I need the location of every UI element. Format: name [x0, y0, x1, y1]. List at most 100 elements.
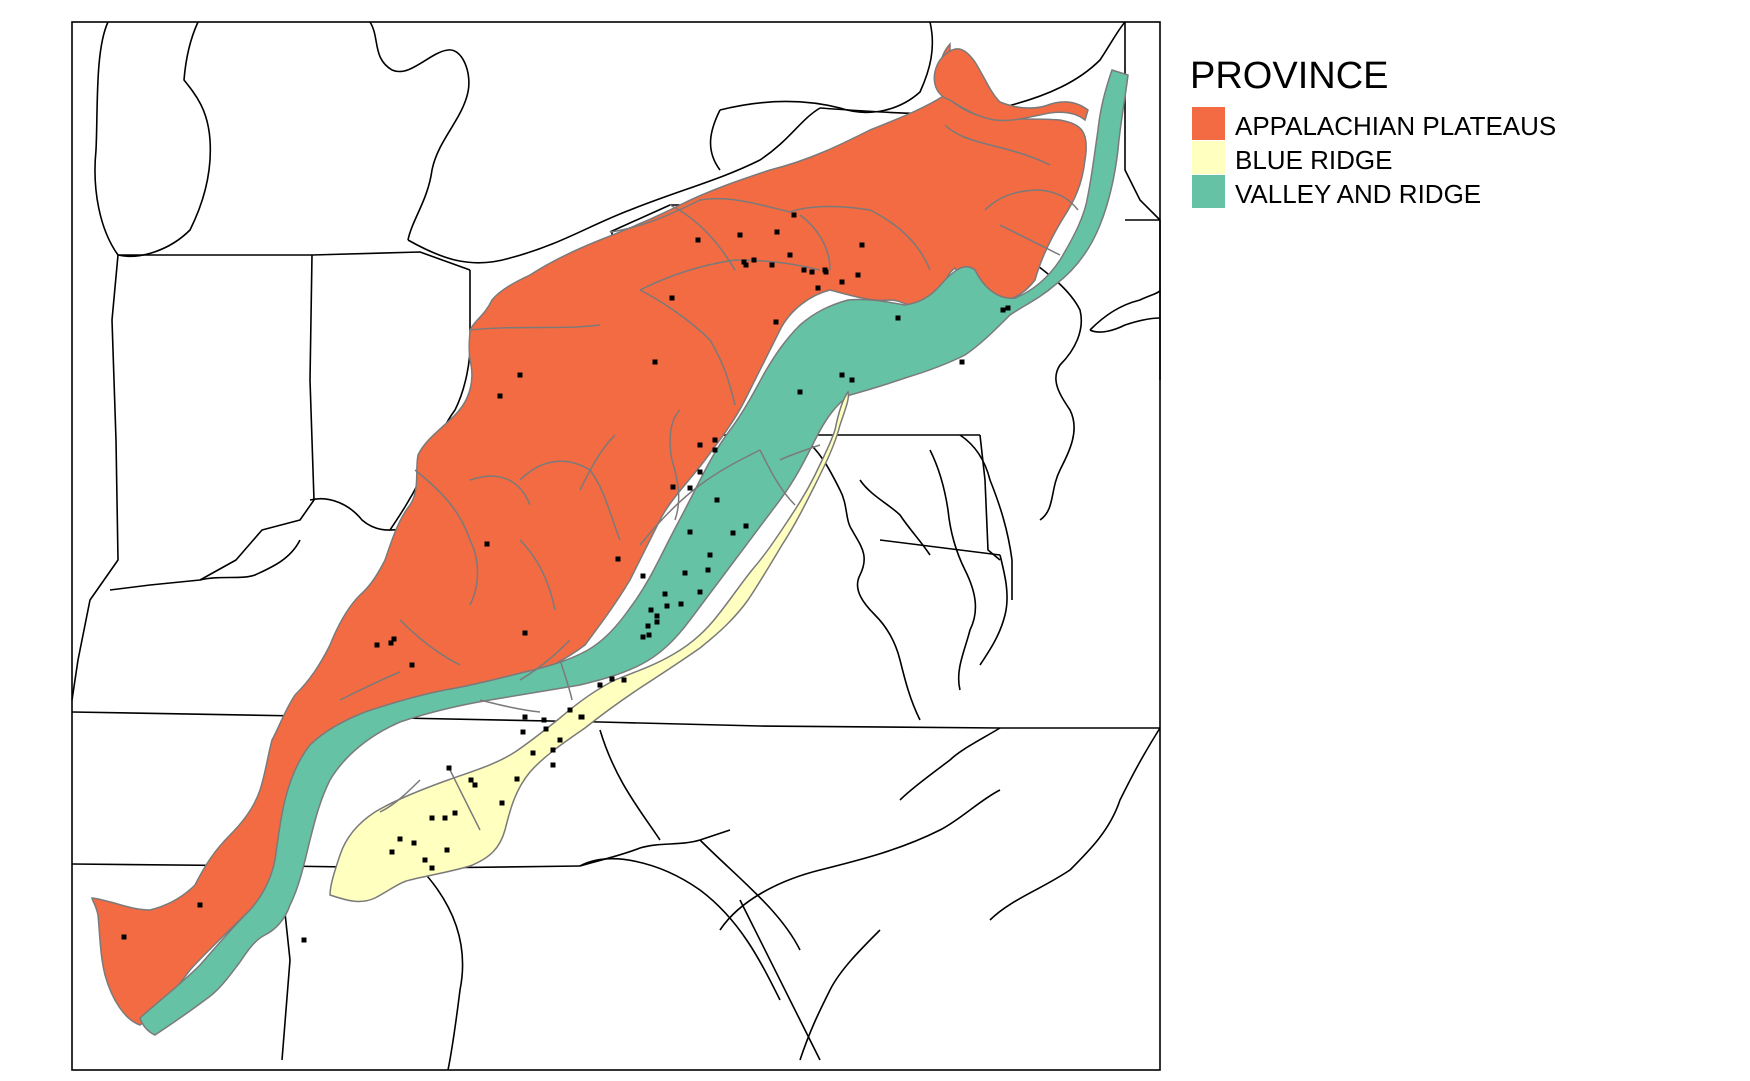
sample-point — [743, 523, 749, 529]
sample-point — [567, 707, 573, 713]
sample-point — [640, 573, 646, 579]
sample-point — [714, 497, 720, 503]
sample-point — [411, 840, 417, 846]
sample-points — [121, 212, 1011, 943]
province-appalachian-plateaus — [91, 42, 1089, 1026]
sample-point — [391, 636, 397, 642]
sample-point — [697, 442, 703, 448]
sample-point — [197, 902, 203, 908]
sample-point — [705, 567, 711, 573]
sample-point — [597, 682, 603, 688]
sample-point — [791, 212, 797, 218]
sample-point — [579, 714, 585, 720]
sample-point — [374, 642, 380, 648]
sample-point — [669, 295, 675, 301]
province-valley-and-ridge — [139, 69, 1129, 1036]
sample-point — [543, 726, 549, 732]
sample-point — [557, 737, 563, 743]
map-panel — [71, 21, 1161, 1071]
legend-label-appalachian-plateaus: APPALACHIAN PLATEAUS — [1235, 111, 1556, 141]
sample-point — [652, 359, 658, 365]
sample-point — [514, 776, 520, 782]
sample-point — [621, 677, 627, 683]
sample-point — [801, 267, 807, 273]
legend: PROVINCE APPALACHIAN PLATEAUS BLUE RIDGE… — [1190, 55, 1556, 209]
sample-point — [839, 372, 845, 378]
sample-point — [695, 237, 701, 243]
legend-label-blue-ridge: BLUE RIDGE — [1235, 145, 1393, 175]
sample-point — [774, 229, 780, 235]
sample-point — [712, 447, 718, 453]
sample-point — [121, 934, 127, 940]
sample-point — [670, 484, 676, 490]
sample-point — [809, 269, 815, 275]
legend-title: PROVINCE — [1190, 55, 1388, 97]
sample-point — [397, 836, 403, 842]
sample-point — [497, 393, 503, 399]
sample-point — [301, 937, 307, 943]
sample-point — [769, 262, 775, 268]
sample-point — [472, 782, 478, 788]
legend-swatch-blue-ridge — [1192, 141, 1225, 174]
sample-point — [773, 319, 779, 325]
sample-point — [687, 529, 693, 535]
sample-point — [682, 570, 688, 576]
sample-point — [615, 556, 621, 562]
sample-point — [442, 815, 448, 821]
legend-swatch-appalachian-plateaus — [1192, 107, 1225, 140]
sample-point — [823, 269, 829, 275]
map-frame — [71, 21, 1161, 1071]
sample-point — [429, 815, 435, 821]
sample-point — [389, 849, 395, 855]
sample-point — [429, 865, 435, 871]
sample-point — [520, 729, 526, 735]
sample-point — [855, 272, 861, 278]
sample-point — [712, 437, 718, 443]
sample-point — [522, 714, 528, 720]
sample-point — [687, 485, 693, 491]
sample-point — [640, 634, 646, 640]
sample-point — [751, 257, 757, 263]
sample-point — [839, 279, 845, 285]
sample-point — [697, 589, 703, 595]
sample-point — [409, 662, 415, 668]
sample-point — [550, 747, 556, 753]
sample-point — [678, 601, 684, 607]
sample-point — [646, 632, 652, 638]
sample-point — [499, 800, 505, 806]
sample-point — [654, 619, 660, 625]
sample-point — [662, 591, 668, 597]
sample-point — [446, 765, 452, 771]
legend-swatch-valley-and-ridge — [1192, 175, 1225, 208]
sample-point — [895, 315, 901, 321]
sample-point — [730, 530, 736, 536]
sample-point — [484, 541, 490, 547]
sample-point — [645, 623, 651, 629]
sample-point — [787, 252, 793, 258]
sample-point — [444, 847, 450, 853]
sample-point — [530, 750, 536, 756]
province-blue-ridge — [329, 390, 850, 903]
sample-point — [388, 640, 394, 646]
sample-point — [452, 810, 458, 816]
sample-point — [859, 242, 865, 248]
sample-point — [959, 359, 965, 365]
sample-point — [797, 389, 803, 395]
sample-point — [654, 613, 660, 619]
sample-point — [609, 676, 615, 682]
sample-point — [648, 607, 654, 613]
legend-label-valley-and-ridge: VALLEY AND RIDGE — [1235, 179, 1481, 209]
sample-point — [849, 377, 855, 383]
sample-point — [522, 630, 528, 636]
sample-point — [664, 603, 670, 609]
sample-point — [741, 259, 747, 265]
sample-point — [1000, 307, 1006, 313]
sample-point — [422, 857, 428, 863]
sample-point — [550, 762, 556, 768]
sample-point — [737, 232, 743, 238]
sample-point — [541, 717, 547, 723]
sample-point — [815, 285, 821, 291]
sample-point — [697, 469, 703, 475]
sample-point — [743, 262, 749, 268]
province-subdivisions — [339, 124, 1079, 831]
